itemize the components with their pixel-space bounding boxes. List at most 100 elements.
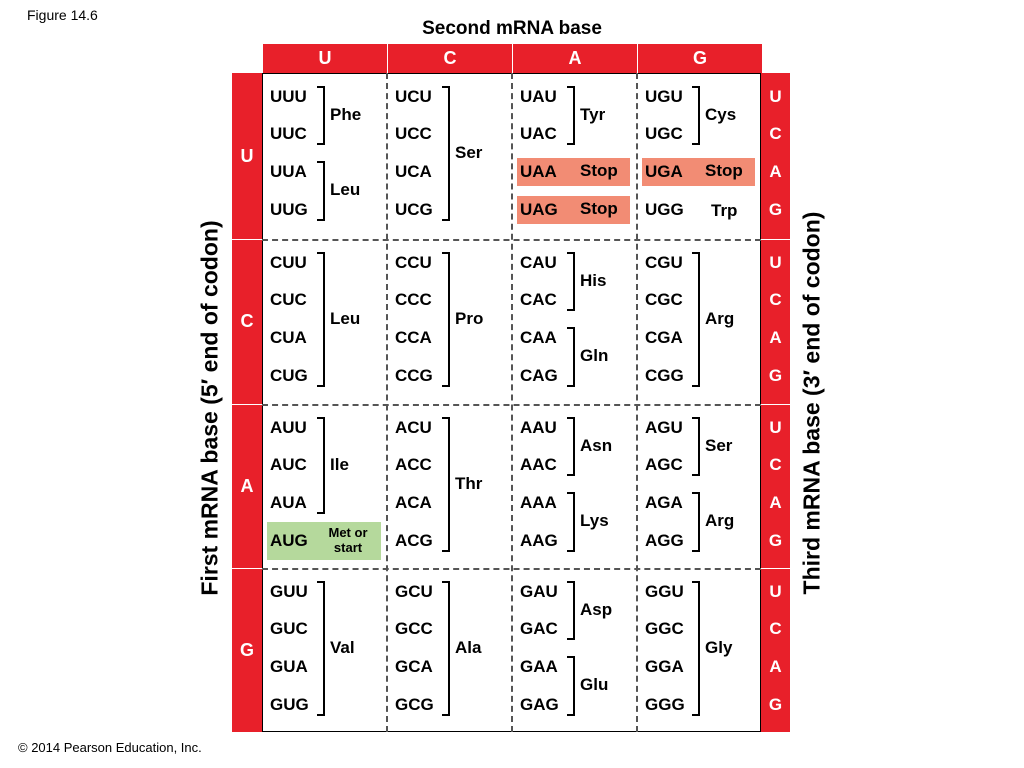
stop-label: Stop — [580, 161, 618, 180]
third-base-letter-a: A — [769, 162, 782, 181]
codon-ccg: CCG — [395, 366, 433, 385]
second-base-header-g: G — [638, 44, 762, 73]
codon-gcu: GCU — [395, 582, 433, 601]
codon-gaa: GAA — [520, 657, 558, 676]
codon-cgg: CGG — [645, 366, 684, 385]
codon-aau: AAU — [520, 418, 557, 437]
codon-ggg: GGG — [645, 695, 685, 714]
third-base-letter-a: A — [769, 493, 782, 512]
codon-gac: GAC — [520, 619, 558, 638]
amino-acid-leu: Leu — [330, 180, 361, 199]
amino-acid-trp: Trp — [711, 201, 738, 220]
first-base-divider — [232, 404, 262, 405]
codon-aca: ACA — [395, 493, 432, 512]
third-base-column — [761, 73, 790, 732]
codon-uga: UGA — [645, 162, 683, 181]
codon-bracket — [692, 581, 700, 716]
codon-ucc: UCC — [395, 124, 432, 143]
codon-bracket — [442, 581, 450, 716]
codon-bracket — [317, 161, 325, 221]
stop-codon-highlight — [517, 196, 630, 224]
codon-bracket — [317, 86, 325, 145]
codon-gcc: GCC — [395, 619, 433, 638]
first-base-divider — [232, 568, 262, 569]
codon-bracket — [567, 656, 575, 716]
amino-acid-asp: Asp — [580, 599, 613, 619]
first-base-header-g: G — [239, 639, 254, 660]
codon-gga: GGA — [645, 657, 684, 676]
row-divider — [262, 404, 761, 406]
second-base-title-text: Second mRNA base — [422, 18, 602, 39]
column-divider — [636, 73, 638, 732]
third-base-letter-c: C — [769, 124, 782, 143]
codon-aua: AUA — [270, 493, 307, 512]
codon-cau: CAU — [520, 253, 557, 272]
second-base-header-a: A — [513, 44, 637, 73]
codon-guc: GUC — [270, 619, 308, 638]
amino-acid-ser: Ser — [705, 435, 733, 455]
amino-acid-ile: Ile — [330, 454, 349, 474]
row-divider — [262, 239, 761, 241]
amino-acid-his: His — [580, 270, 607, 290]
codon-bracket — [567, 581, 575, 640]
codon-gau: GAU — [520, 582, 558, 601]
codon-ccc: CCC — [395, 290, 432, 309]
codon-cga: CGA — [645, 328, 683, 347]
codon-agu: AGU — [645, 418, 683, 437]
codon-ugg: UGG — [645, 200, 684, 219]
third-base-title: Third mRNA base (3′ end of codon) — [798, 211, 825, 595]
third-base-letter-c: C — [769, 619, 782, 638]
amino-acid-arg: Arg — [705, 308, 735, 328]
codon-gca: GCA — [395, 657, 433, 676]
codon-acu: ACU — [395, 418, 432, 437]
codon-bracket — [692, 417, 700, 476]
third-base-letter-g: G — [768, 200, 783, 219]
third-base-letter-g: G — [768, 695, 783, 714]
codon-cgu: CGU — [645, 253, 683, 272]
amino-acid-thr: Thr — [455, 473, 483, 493]
codon-bracket — [442, 252, 450, 387]
codon-cag: CAG — [520, 366, 558, 385]
figure-label: Figure 14.6 — [27, 7, 98, 23]
codon-aaa: AAA — [520, 493, 557, 512]
stop-codon-highlight — [642, 158, 755, 186]
third-base-letter-a: A — [769, 328, 782, 347]
codon-uuc: UUC — [270, 124, 307, 143]
third-base-letter-c: C — [769, 290, 782, 309]
codon-bracket — [692, 252, 700, 387]
codon-aga: AGA — [645, 493, 683, 512]
codon-cca: CCA — [395, 328, 432, 347]
third-base-letter-u: U — [769, 253, 782, 272]
codon-bracket — [567, 86, 575, 145]
first-base-divider — [232, 239, 262, 240]
codon-ugu: UGU — [645, 87, 683, 106]
copyright-notice: © 2014 Pearson Education, Inc. — [18, 740, 202, 755]
first-base-header-u: U — [240, 145, 254, 166]
codon-cuu: CUU — [270, 253, 307, 272]
amino-acid-arg: Arg — [705, 511, 735, 530]
third-base-divider — [761, 404, 790, 405]
codon-gua: GUA — [270, 657, 308, 676]
codon-caa: CAA — [520, 328, 557, 347]
codon-gug: GUG — [270, 695, 309, 714]
codon-bracket — [317, 252, 325, 387]
start-codon-highlight — [267, 522, 381, 560]
amino-acid-leu: Leu — [330, 308, 361, 328]
row-divider — [262, 568, 761, 570]
codon-bracket — [317, 417, 325, 514]
codon-cug: CUG — [270, 366, 308, 385]
amino-acid-ser: Ser — [455, 142, 483, 162]
third-base-letter-u: U — [769, 418, 782, 437]
codon-auu: AUU — [270, 418, 307, 437]
codon-acg: ACG — [395, 531, 433, 550]
first-base-column — [232, 73, 262, 732]
second-base-header-u: U — [263, 44, 387, 73]
codon-ccu: CCU — [395, 253, 432, 272]
codon-bracket — [442, 417, 450, 552]
third-base-letter-u: U — [769, 87, 782, 106]
codon-uuu: UUU — [270, 87, 307, 106]
codon-gag: GAG — [520, 695, 559, 714]
codon-ggc: GGC — [645, 619, 684, 638]
codon-bracket — [567, 492, 575, 552]
first-base-header-c: C — [240, 311, 254, 331]
